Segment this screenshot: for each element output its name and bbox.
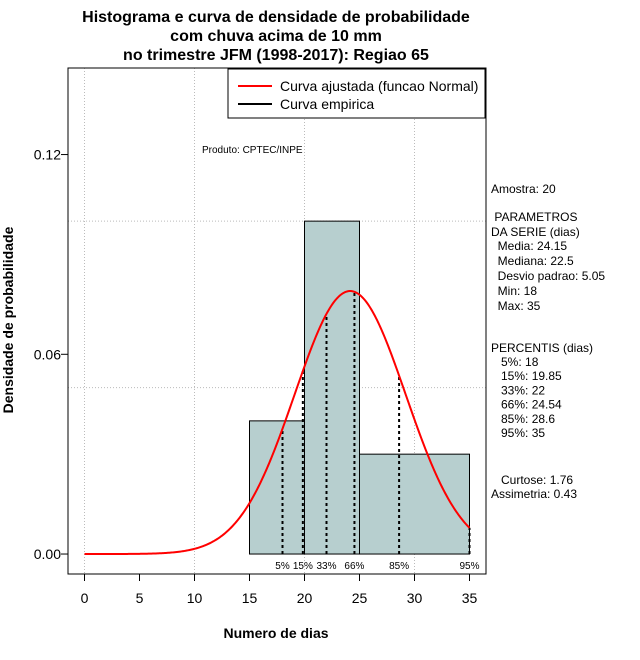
stats-line: Desvio padrao: 5.05 [491,269,605,283]
y-axis: 0.00 0.06 0.12 [34,147,69,562]
percentile-label: 85% [389,561,409,572]
normal-fit-curve [84,290,471,556]
histogram-bar [359,453,470,555]
stats-line: 15%: 19.85 [491,369,562,383]
x-tick-label: 35 [462,590,478,606]
stats-line: PERCENTIS (dias) [491,341,593,355]
x-tick-label: 0 [81,590,89,606]
stats-line: DA SERIE (dias) [491,225,580,239]
legend-label: Curva empirica [280,96,374,112]
legend-label: Curva ajustada (funcao Normal) [280,78,478,94]
chart-title-line-2: com chuva acima de 10 mm [170,28,382,45]
product-annotation: Produto: CPTEC/INPE [202,145,303,156]
stats-line: Curtose: 1.76 [491,473,573,487]
stats-line: Min: 18 [491,284,537,298]
x-tick-label: 15 [242,590,258,606]
y-tick-label: 0.06 [34,346,61,362]
percentile-label: 15% [293,561,313,572]
legend: Curva ajustada (funcao Normal) Curva empi… [227,68,486,119]
histogram-bar [304,220,360,555]
x-tick-label: 10 [187,590,203,606]
stats-line: Max: 35 [491,299,541,313]
x-tick-label: 20 [297,590,313,606]
stats-line: 33%: 22 [491,383,545,397]
chart-title-line-3: no trimestre JFM (1998-2017): Regiao 65 [123,47,429,64]
x-axis: 0 5 10 15 20 25 30 35 [81,573,478,606]
x-axis-title: Numero de dias [223,625,328,641]
y-tick-label: 0.00 [34,546,61,562]
y-axis-title: Densidade de probabilidade [0,226,16,413]
stats-line: 95%: 35 [491,426,545,440]
percentile-label: 66% [344,561,364,572]
x-tick-label: 30 [407,590,423,606]
percentile-label: 5% [275,561,290,572]
stats-line: 85%: 28.6 [491,412,555,426]
x-tick-label: 25 [352,590,368,606]
stats-line: 5%: 18 [491,355,539,369]
stats-line: Amostra: 20 [491,182,556,196]
stats-line: Assimetria: 0.43 [491,487,577,501]
stats-line: PARAMETROS [491,210,577,224]
stats-line: Mediana: 22.5 [491,254,574,268]
stats-line: Media: 24.15 [491,239,567,253]
percentile-label: 33% [316,561,336,572]
x-tick-label: 5 [136,590,144,606]
y-tick-label: 0.12 [34,147,61,163]
percentile-label: 95% [459,561,479,572]
chart-title: Histograma e curva de densidade de proba… [82,9,470,64]
stats-line: 66%: 24.54 [491,398,562,412]
percentile-lines [281,291,471,555]
legend-box [227,68,486,119]
chart-title-line-1: Histograma e curva de densidade de proba… [82,9,470,26]
percentile-labels: 5% 15% 33% 66% 85% 95% [275,561,479,572]
